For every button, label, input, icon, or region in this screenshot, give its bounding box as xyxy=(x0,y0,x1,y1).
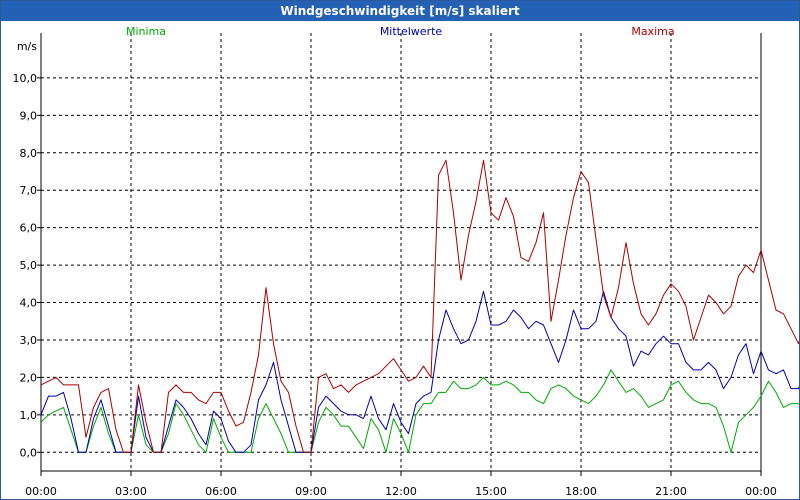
x-tick-time: 06:00 xyxy=(205,485,237,498)
y-tick-label: 4,0 xyxy=(20,297,38,310)
series-line-maxima xyxy=(40,159,799,453)
chart-legend: Minima Mittelwerte Maxima xyxy=(126,25,675,38)
legend-mittelwerte: Mittelwerte xyxy=(380,25,443,38)
x-tick-time: 12:00 xyxy=(385,485,417,498)
y-tick-label: 0,0 xyxy=(20,446,38,459)
y-tick-label: 1,0 xyxy=(20,409,38,422)
x-tick-time: 15:00 xyxy=(475,485,507,498)
x-tick-time: 09:00 xyxy=(295,485,327,498)
y-tick-label: 9,0 xyxy=(20,109,38,122)
legend-minima: Minima xyxy=(126,25,166,38)
y-tick-label: 10,0 xyxy=(13,72,38,85)
chart-series xyxy=(40,159,799,453)
chart-grid xyxy=(41,33,761,471)
legend-maxima: Maxima xyxy=(631,25,674,38)
y-tick-label: 8,0 xyxy=(20,147,38,160)
y-tick-label: 7,0 xyxy=(20,184,38,197)
y-tick-label: 3,0 xyxy=(20,334,38,347)
series-line-minima xyxy=(40,369,799,453)
chart-axes: 0,0 1,0 2,0 3,0 4,0 5,0 6,0 7,0 8,0 9,0 10,0 m/s 00:… xyxy=(13,33,777,498)
y-tick-label: 2,0 xyxy=(20,371,38,384)
chart-canvas: 0,0 1,0 2,0 3,0 4,0 5,0 6,0 7,0 8,0 9,0 10,0 m/s 00:… xyxy=(13,25,799,498)
series-line-mittelwerte xyxy=(40,290,799,453)
window-title: Windgeschwindigkeit [m/s] skaliert xyxy=(1,1,799,21)
y-axis-label: m/s xyxy=(17,40,37,53)
x-tick-time: 00:00 xyxy=(745,485,777,498)
x-tick-time: 00:00 xyxy=(25,485,57,498)
x-tick-time: 03:00 xyxy=(115,485,147,498)
x-tick-time: 21:00 xyxy=(655,485,687,498)
x-tick-time: 18:00 xyxy=(565,485,597,498)
y-tick-label: 5,0 xyxy=(20,259,38,272)
y-tick-label: 6,0 xyxy=(20,222,38,235)
